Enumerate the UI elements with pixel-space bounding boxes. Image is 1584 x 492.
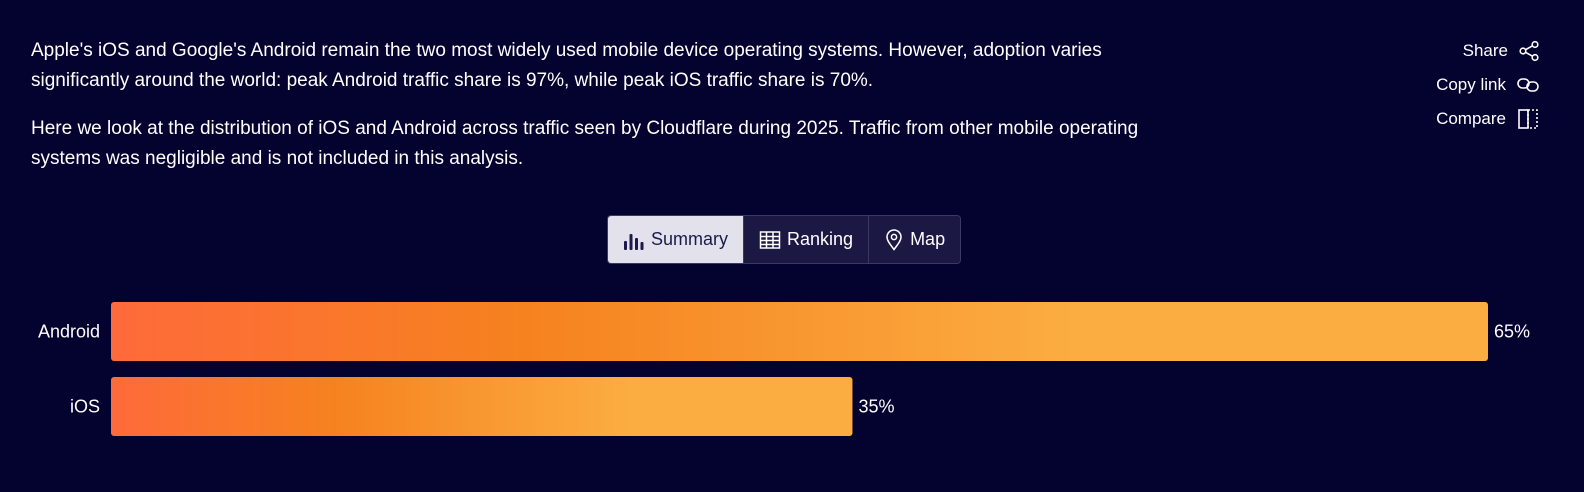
bar-chart-icon [623, 230, 651, 250]
category-label-ios: iOS [70, 397, 100, 417]
chart-marks: Android 65% iOS 35% [38, 302, 1530, 436]
tab-ranking[interactable]: Ranking [743, 216, 869, 263]
share-icon [1518, 40, 1540, 62]
value-label-android: 65% [1494, 322, 1530, 342]
value-label-ios: 35% [858, 397, 894, 417]
bar-chart: Android 65% iOS 35% [38, 302, 1530, 436]
copy-link-label: Copy link [1436, 75, 1506, 94]
description-paragraph-2: Here we look at the distribution of iOS … [31, 118, 1139, 169]
compare-label: Compare [1436, 109, 1506, 128]
bar-ios[interactable] [111, 377, 853, 436]
bar-android[interactable] [111, 302, 1488, 361]
share-label: Share [1462, 41, 1508, 60]
compare-icon [1516, 107, 1540, 131]
description: Apple's iOS and Google's Android remain … [31, 36, 1191, 192]
compare-button[interactable]: Compare [1436, 102, 1540, 136]
tab-map[interactable]: Map [868, 216, 961, 263]
share-button[interactable]: Share [1463, 34, 1540, 68]
copy-link-button[interactable]: Copy link [1436, 68, 1540, 102]
table-icon [759, 230, 787, 250]
link-icon [1516, 74, 1540, 96]
tab-summary-label: Summary [651, 229, 729, 249]
tab-map-label: Map [910, 229, 946, 249]
view-tabs: Summary Ranking Map [607, 215, 962, 264]
tab-ranking-label: Ranking [787, 229, 854, 249]
actions-panel: Share Copy link Compare [1436, 34, 1540, 136]
category-label-android: Android [38, 322, 100, 342]
tab-summary[interactable]: Summary [608, 216, 744, 263]
description-paragraph-1: Apple's iOS and Google's Android remain … [31, 40, 1102, 91]
map-pin-icon [884, 228, 910, 251]
